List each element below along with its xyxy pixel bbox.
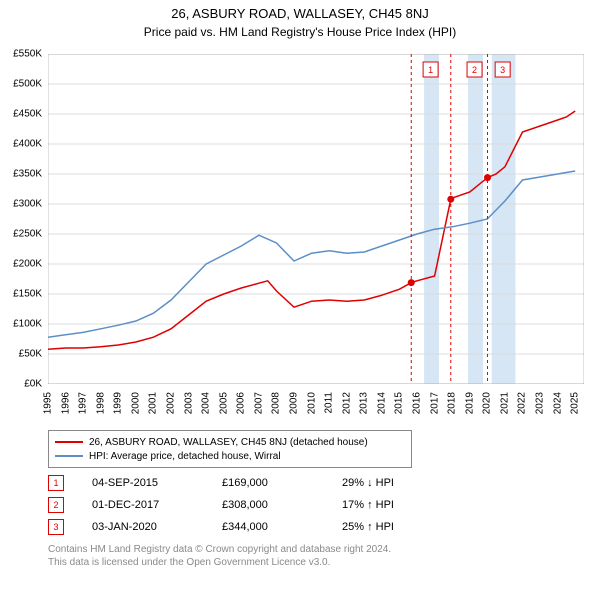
price-chart: 1 2 3 bbox=[48, 54, 584, 384]
legend-swatch-icon bbox=[55, 455, 83, 457]
y-tick-label: £0K bbox=[24, 379, 42, 390]
sale-price: £169,000 bbox=[222, 477, 342, 489]
footer-attribution: Contains HM Land Registry data © Crown c… bbox=[48, 544, 548, 569]
y-tick-label: £350K bbox=[13, 169, 42, 180]
y-tick-label: £50K bbox=[19, 349, 42, 360]
x-tick-label: 2023 bbox=[535, 392, 546, 414]
page-title: 26, ASBURY ROAD, WALLASEY, CH45 8NJ bbox=[0, 6, 600, 21]
legend-label: 26, ASBURY ROAD, WALLASEY, CH45 8NJ (det… bbox=[89, 437, 368, 448]
x-tick-label: 2021 bbox=[499, 392, 510, 414]
x-tick-label: 2001 bbox=[148, 392, 159, 414]
sale-badge: 3 bbox=[48, 519, 64, 535]
x-tick-label: 2008 bbox=[271, 392, 282, 414]
x-axis: 1995199619971998199920002001200220032004… bbox=[48, 388, 584, 428]
y-tick-label: £300K bbox=[13, 199, 42, 210]
x-tick-label: 2011 bbox=[324, 392, 335, 414]
legend-item: 26, ASBURY ROAD, WALLASEY, CH45 8NJ (det… bbox=[55, 435, 405, 449]
x-tick-label: 2004 bbox=[201, 392, 212, 414]
sale-badge: 2 bbox=[48, 497, 64, 513]
x-tick-label: 2015 bbox=[394, 392, 405, 414]
x-tick-label: 1995 bbox=[43, 392, 54, 414]
y-axis: £0K£50K£100K£150K£200K£250K£300K£350K£40… bbox=[0, 54, 44, 384]
x-tick-label: 2022 bbox=[517, 392, 528, 414]
x-tick-label: 2002 bbox=[166, 392, 177, 414]
x-tick-label: 2018 bbox=[447, 392, 458, 414]
x-tick-label: 2020 bbox=[482, 392, 493, 414]
y-tick-label: £100K bbox=[13, 319, 42, 330]
x-tick-label: 2009 bbox=[289, 392, 300, 414]
x-tick-label: 2016 bbox=[412, 392, 423, 414]
y-tick-label: £150K bbox=[13, 289, 42, 300]
y-tick-label: £250K bbox=[13, 229, 42, 240]
x-tick-label: 2024 bbox=[552, 392, 563, 414]
sale-price: £308,000 bbox=[222, 499, 342, 511]
x-tick-label: 2010 bbox=[306, 392, 317, 414]
sale-price: £344,000 bbox=[222, 521, 342, 533]
sale-date: 01-DEC-2017 bbox=[92, 499, 222, 511]
table-row: 1 04-SEP-2015£169,00029% ↓ HPI bbox=[48, 472, 538, 494]
legend-item: HPI: Average price, detached house, Wirr… bbox=[55, 449, 405, 463]
x-tick-label: 2014 bbox=[376, 392, 387, 414]
table-row: 2 01-DEC-2017£308,00017% ↑ HPI bbox=[48, 494, 538, 516]
x-tick-label: 1999 bbox=[113, 392, 124, 414]
page-subtitle: Price paid vs. HM Land Registry's House … bbox=[0, 25, 600, 39]
y-tick-label: £200K bbox=[13, 259, 42, 270]
svg-text:2: 2 bbox=[472, 65, 477, 75]
x-tick-label: 2012 bbox=[341, 392, 352, 414]
x-tick-label: 1996 bbox=[60, 392, 71, 414]
sale-date: 04-SEP-2015 bbox=[92, 477, 222, 489]
y-tick-label: £400K bbox=[13, 139, 42, 150]
legend-swatch-icon bbox=[55, 441, 83, 443]
footer-line: Contains HM Land Registry data © Crown c… bbox=[48, 544, 548, 557]
sale-date: 03-JAN-2020 bbox=[92, 521, 222, 533]
x-tick-label: 2007 bbox=[253, 392, 264, 414]
sale-diff: 25% ↑ HPI bbox=[342, 521, 462, 533]
svg-text:1: 1 bbox=[428, 65, 433, 75]
x-tick-label: 1997 bbox=[78, 392, 89, 414]
legend-label: HPI: Average price, detached house, Wirr… bbox=[89, 451, 281, 462]
x-tick-label: 2005 bbox=[218, 392, 229, 414]
sale-diff: 17% ↑ HPI bbox=[342, 499, 462, 511]
legend: 26, ASBURY ROAD, WALLASEY, CH45 8NJ (det… bbox=[48, 430, 412, 468]
y-tick-label: £450K bbox=[13, 109, 42, 120]
x-tick-label: 1998 bbox=[95, 392, 106, 414]
sales-table: 1 04-SEP-2015£169,00029% ↓ HPI 2 01-DEC-201… bbox=[48, 472, 538, 538]
table-row: 3 03-JAN-2020£344,00025% ↑ HPI bbox=[48, 516, 538, 538]
sale-diff: 29% ↓ HPI bbox=[342, 477, 462, 489]
y-tick-label: £500K bbox=[13, 79, 42, 90]
x-tick-label: 2017 bbox=[429, 392, 440, 414]
y-tick-label: £550K bbox=[13, 49, 42, 60]
x-tick-label: 2013 bbox=[359, 392, 370, 414]
svg-text:3: 3 bbox=[500, 65, 505, 75]
x-tick-label: 2003 bbox=[183, 392, 194, 414]
footer-line: This data is licensed under the Open Gov… bbox=[48, 557, 548, 570]
sale-badge: 1 bbox=[48, 475, 64, 491]
x-tick-label: 2006 bbox=[236, 392, 247, 414]
x-tick-label: 2000 bbox=[130, 392, 141, 414]
x-tick-label: 2019 bbox=[464, 392, 475, 414]
x-tick-label: 2025 bbox=[570, 392, 581, 414]
